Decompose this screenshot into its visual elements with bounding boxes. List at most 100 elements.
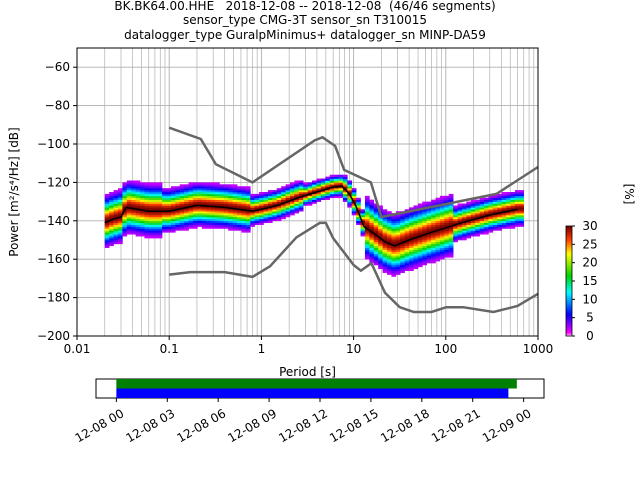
heatmap-cell: [501, 220, 507, 224]
heatmap-cell: [514, 207, 520, 210]
heatmap-cell: [148, 199, 154, 202]
heatmap-cell: [448, 220, 454, 224]
heatmap-cell: [373, 222, 379, 225]
heatmap-cell: [144, 216, 150, 220]
heatmap-cell: [444, 228, 450, 231]
heatmap-cell: [289, 192, 295, 195]
heatmap-cell: [241, 230, 247, 233]
heatmap-cell: [201, 193, 207, 197]
heatmap-cell: [497, 203, 502, 206]
heatmap-cell: [162, 192, 167, 195]
heatmap-cell: [334, 176, 339, 179]
heatmap-cell: [281, 216, 286, 220]
heatmap-cell: [153, 201, 158, 204]
heatmap-cell: [519, 224, 525, 227]
heatmap-cell: [417, 220, 423, 224]
heatmap-cell: [184, 205, 189, 208]
heatmap-cell: [109, 243, 114, 247]
heatmap-cell: [378, 261, 383, 264]
heatmap-cell: [298, 209, 304, 212]
heatmap-cell: [303, 197, 308, 200]
heatmap-cell: [219, 207, 225, 210]
heatmap-cell: [109, 201, 114, 204]
heatmap-cell: [360, 232, 366, 235]
heatmap-cell: [126, 182, 132, 185]
heatmap-cell: [439, 253, 445, 256]
heatmap-cell: [448, 211, 454, 214]
heatmap-cell: [109, 203, 114, 206]
heatmap-cell: [140, 228, 145, 231]
heatmap-cell: [131, 205, 136, 208]
heatmap-cell: [162, 207, 167, 210]
heatmap-cell: [501, 224, 507, 227]
heatmap-cell: [382, 266, 388, 270]
heatmap-cell: [413, 259, 419, 262]
heatmap-cell: [188, 182, 194, 185]
heatmap-cell: [479, 201, 485, 204]
heatmap-cell: [448, 236, 454, 239]
heatmap-cell: [373, 218, 379, 222]
heatmap-cell: [400, 266, 405, 270]
heatmap-cell: [417, 232, 423, 235]
heatmap-cell: [382, 236, 388, 239]
heatmap-cell: [140, 232, 145, 235]
heatmap-cell: [453, 220, 458, 224]
heatmap-cell: [510, 226, 516, 229]
heatmap-cell: [417, 249, 423, 252]
heatmap-cell: [373, 259, 379, 262]
heatmap-cell: [166, 199, 172, 202]
heatmap-cell: [387, 220, 392, 224]
y-tick-label: −200: [37, 329, 70, 343]
heatmap-cell: [417, 257, 423, 260]
heatmap-cell: [364, 240, 370, 243]
heatmap-cell: [400, 251, 405, 254]
heatmap-cell: [501, 197, 507, 200]
heatmap-cell: [506, 215, 511, 218]
heatmap-cell: [426, 253, 432, 256]
heatmap-cell: [254, 211, 260, 214]
heatmap-cell: [206, 222, 211, 225]
heatmap-cell: [289, 182, 295, 185]
heatmap-cell: [179, 215, 185, 218]
heatmap-cell: [232, 216, 238, 220]
heatmap-cell: [470, 203, 476, 206]
heatmap-cell: [448, 215, 454, 218]
heatmap-cell: [237, 190, 242, 193]
heatmap-cell: [431, 209, 436, 212]
heatmap-cell: [387, 257, 392, 260]
heatmap-cell: [417, 245, 423, 248]
colorbar-swatch: [566, 297, 572, 300]
heatmap-cell: [232, 218, 238, 222]
heatmap-cell: [289, 201, 295, 204]
heatmap-cell: [316, 180, 322, 183]
heatmap-cell: [369, 215, 375, 218]
heatmap-cell: [157, 184, 163, 187]
heatmap-cell: [391, 220, 397, 224]
heatmap-cell: [395, 253, 401, 256]
heatmap-cell: [140, 220, 145, 224]
heatmap-cell: [444, 205, 450, 208]
heatmap-cell: [497, 197, 502, 200]
heatmap-cell: [316, 192, 322, 195]
heatmap-cell: [245, 199, 251, 202]
heatmap-cell: [294, 192, 300, 195]
heatmap-cell: [439, 257, 445, 260]
heatmap-cell: [417, 230, 423, 233]
heatmap-cell: [466, 220, 472, 224]
heatmap-cell: [360, 228, 366, 231]
heatmap-cell: [510, 193, 516, 197]
heatmap-cell: [373, 228, 379, 231]
heatmap-cell: [135, 207, 141, 210]
heatmap-cell: [188, 218, 194, 222]
heatmap-cell: [219, 186, 225, 189]
heatmap-cell: [126, 216, 132, 220]
heatmap-cell: [109, 222, 114, 225]
plot-frame: [76, 47, 539, 337]
heatmap-cell: [404, 253, 410, 256]
x-tick-label: 0.01: [64, 342, 91, 356]
heatmap-cell: [382, 243, 388, 247]
heatmap-cell: [135, 193, 141, 197]
heatmap-cell: [497, 199, 502, 202]
heatmap-cell: [267, 211, 273, 214]
heatmap-cell: [113, 215, 119, 218]
